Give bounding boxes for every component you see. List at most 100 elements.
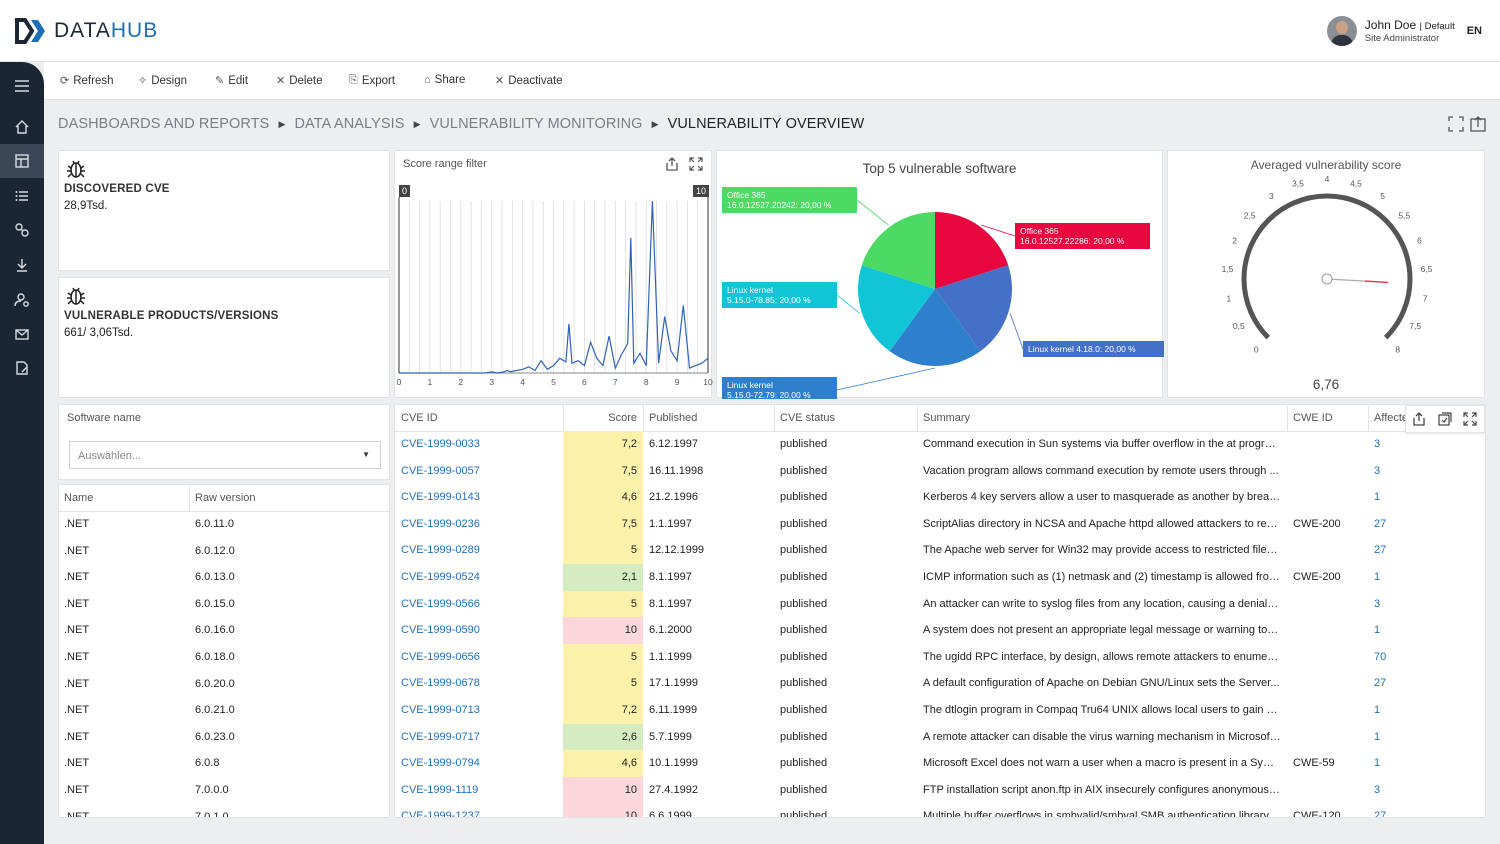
share-button[interactable]: ⌂ Share [424,74,466,86]
cell-cve-id[interactable]: CVE-1999-1119 [401,783,479,796]
cell-affected[interactable]: 3 [1374,597,1381,610]
menu-icon[interactable] [8,72,36,100]
dashboard-icon[interactable] [0,144,44,178]
software-select[interactable]: Auswählen... ▼ [69,441,381,469]
table-row[interactable]: CVE-1999-1119 10 27.4.1992 published FTP ins… [395,776,1485,804]
cell-cve-id[interactable]: CVE-1999-0289 [401,544,480,557]
range-min-label[interactable]: 0 [399,185,411,197]
table-row[interactable]: CVE-1999-0794 4,6 10.1.1999 published Micros… [395,750,1485,777]
cell-affected[interactable]: 27 [1374,677,1387,690]
language-selector[interactable]: EN [1466,25,1482,37]
table-row[interactable]: .NET 6.0.16.0 [59,617,389,644]
table-row[interactable]: .NET 6.0.8 [59,750,389,777]
table-row[interactable]: .NET 7.0.0.0 [59,777,389,804]
cell-cve-id[interactable]: CVE-1999-0057 [401,464,480,477]
table-row[interactable]: .NET 6.0.20.0 [59,671,389,698]
table-row[interactable]: CVE-1999-0678 5 17.1.1999 published A defaul… [395,670,1485,697]
cell-cve-id[interactable]: CVE-1999-0590 [401,624,480,637]
column-chooser-icon[interactable] [1438,412,1452,426]
table-row[interactable]: .NET 7.0.1.0 [59,804,389,817]
breadcrumb-item[interactable]: DASHBOARDS AND REPORTS [58,116,270,132]
cell-affected[interactable]: 1 [1374,704,1381,716]
cell-affected[interactable]: 70 [1374,650,1387,663]
table-row[interactable]: .NET 6.0.21.0 [59,697,389,724]
cell-affected[interactable]: 1 [1374,571,1381,583]
cell-cve-id[interactable]: CVE-1999-0794 [401,757,480,770]
cell-cve-id[interactable]: CVE-1999-0143 [401,491,480,504]
design-button[interactable]: ✧ Design [138,74,188,88]
table-row[interactable]: CVE-1999-0289 5 12.12.1999 published The Apa… [395,537,1485,564]
table-row[interactable]: CVE-1999-0057 7,5 16.11.1998 published Vacat… [395,457,1485,485]
column-header[interactable]: Name [64,492,94,504]
column-header[interactable]: Published [649,412,698,424]
cell-affected[interactable]: 27 [1374,810,1387,818]
column-header[interactable]: CVE ID [401,412,438,424]
cell-affected[interactable]: 3 [1374,464,1381,477]
user-settings-icon[interactable] [8,286,36,314]
deactivate-button[interactable]: ✕ Deactivate [495,74,563,88]
column-header[interactable]: Raw version [195,492,256,504]
cell-cve-id[interactable]: CVE-1999-0713 [401,704,480,716]
document-edit-icon[interactable] [8,354,36,382]
table-row[interactable]: .NET 6.0.12.0 [59,538,389,565]
table-row[interactable]: .NET 6.0.15.0 [59,591,389,618]
share-icon[interactable] [1412,412,1426,426]
table-row[interactable]: .NET 6.0.11.0 [59,511,389,538]
user-menu[interactable]: John Doe | Default Site Administrator EN [1326,16,1482,46]
pie-slice[interactable] [861,212,935,289]
export-dashboard-icon[interactable] [1470,116,1486,132]
table-row[interactable]: .NET 6.0.23.0 [59,724,389,751]
table-row[interactable]: CVE-1999-1237 10 6.6.1999 published Multiple… [395,803,1485,818]
share-icon[interactable] [665,157,679,171]
cell-affected[interactable]: 3 [1374,438,1381,450]
pie-slice[interactable] [889,289,981,367]
cell-cve-id[interactable]: CVE-1999-0656 [401,650,480,663]
table-row[interactable]: CVE-1999-0143 4,6 21.2.1996 published Kerber… [395,484,1485,511]
cell-affected[interactable]: 27 [1374,517,1387,530]
table-row[interactable]: .NET 6.0.13.0 [59,564,389,591]
table-row[interactable]: CVE-1999-0236 7,5 1.1.1997 published ScriptA… [395,510,1485,538]
cell-affected[interactable]: 3 [1374,783,1381,796]
cell-cve-id[interactable]: CVE-1999-0678 [401,677,480,690]
table-row[interactable]: CVE-1999-0717 2,6 5.7.1999 published A remot… [395,723,1485,751]
datahub-logo[interactable]: DATAHUB [14,17,158,45]
refresh-button[interactable]: ⟳ Refresh [60,74,114,88]
score-range-chart[interactable]: 0 1 2 3 4 5 6 7 8 9 10 [395,151,713,399]
delete-button[interactable]: ✕ Delete [276,74,323,88]
pie-slice[interactable] [858,265,935,352]
fullscreen-icon[interactable] [1448,116,1464,132]
expand-icon[interactable] [1463,412,1477,426]
cell-cve-id[interactable]: CVE-1999-0033 [401,438,480,450]
download-icon[interactable] [8,251,36,279]
relations-icon[interactable] [8,216,36,244]
breadcrumb-item[interactable]: VULNERABILITY MONITORING [429,116,643,132]
range-max-label[interactable]: 10 [693,185,710,197]
column-header[interactable]: CWE ID [1293,412,1333,424]
cell-affected[interactable]: 1 [1374,624,1381,637]
mail-icon[interactable] [8,320,36,348]
table-row[interactable]: CVE-1999-0566 5 8.1.1997 published An attack… [395,590,1485,618]
column-header[interactable]: CVE status [780,412,836,424]
cell-cve-id[interactable]: CVE-1999-0566 [401,597,480,610]
table-row[interactable]: .NET 6.0.18.0 [59,644,389,671]
list-icon[interactable] [8,182,36,210]
cell-affected[interactable]: 1 [1374,491,1381,504]
cell-cve-id[interactable]: CVE-1999-0236 [401,517,480,530]
table-row[interactable]: CVE-1999-0524 2,1 8.1.1997 published ICMP in… [395,564,1485,591]
pie-slice[interactable] [935,212,1009,289]
column-header[interactable]: Summary [923,412,971,424]
table-row[interactable]: CVE-1999-0713 7,2 6.11.1999 published The dt… [395,697,1485,724]
cell-affected[interactable]: 1 [1374,730,1381,743]
cell-cve-id[interactable]: CVE-1999-1237 [401,810,480,818]
avatar[interactable] [1326,16,1357,46]
cell-affected[interactable]: 27 [1374,544,1387,557]
column-header[interactable]: Score [608,412,637,424]
table-row[interactable]: CVE-1999-0656 5 1.1.1999 published The ugidd… [395,643,1485,671]
export-button[interactable]: ⎘ Export [349,74,396,87]
table-row[interactable]: CVE-1999-0033 7,2 6.12.1997 published Comman… [395,431,1485,458]
table-row[interactable]: CVE-1999-0590 10 6.1.2000 published A system… [395,617,1485,644]
edit-button[interactable]: ✎ Edit [215,74,249,88]
expand-icon[interactable] [689,157,703,171]
cell-cve-id[interactable]: CVE-1999-0717 [401,730,480,743]
